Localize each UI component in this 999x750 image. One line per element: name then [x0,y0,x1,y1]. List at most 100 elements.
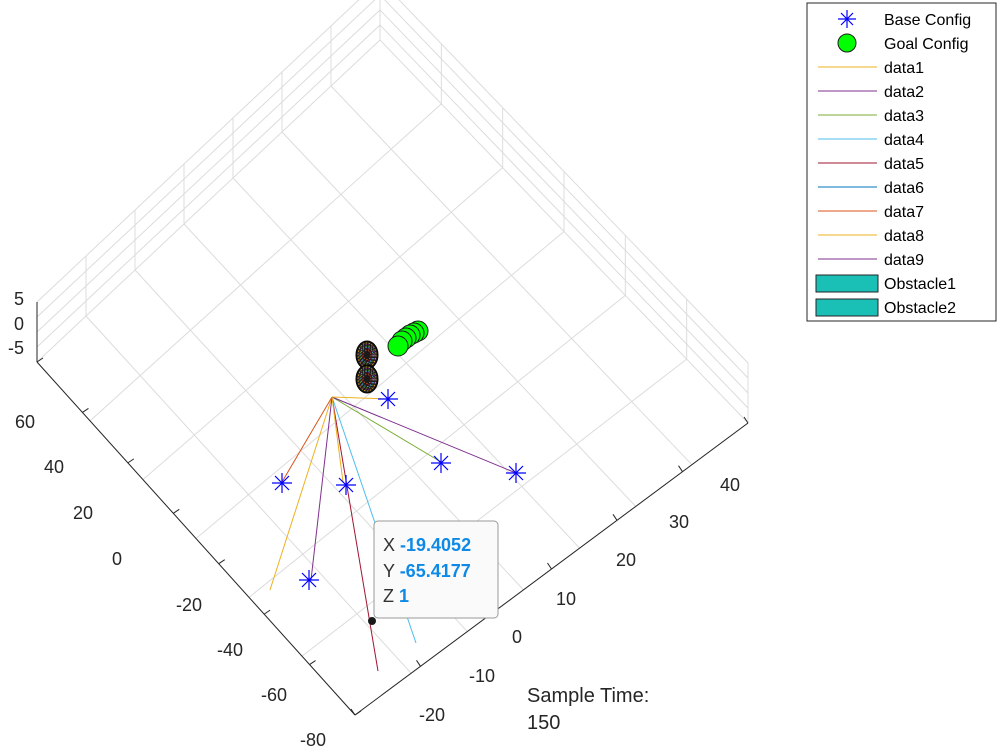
obstacle2-shape [355,364,379,394]
x-tick-mark [678,465,683,472]
legend-label: data7 [884,204,924,221]
legend-label: data6 [884,180,924,197]
legend-entry-data9[interactable]: data9 [818,252,924,269]
base-marker [378,389,398,409]
x-axis-ticks: -20 -10 0 10 20 30 40 [350,416,749,725]
y-tick-label: -60 [261,685,287,705]
series-line-data1 [269,396,333,591]
legend-entry-data6[interactable]: data6 [818,180,924,197]
legend-patch-swatch [815,274,879,293]
z-tick-label: 0 [14,314,24,334]
legend-entry-data1[interactable]: data1 [818,60,924,77]
obstacle1-shape [355,340,379,370]
x-tick-label: 20 [616,550,636,570]
datatip-point[interactable] [368,617,376,625]
datatip-box[interactable] [373,520,499,619]
y-tick-label: -80 [300,730,326,750]
y-tick-mark [354,710,362,716]
y-tick-label: 0 [112,549,122,569]
legend-asterisk-icon [838,10,856,28]
legend-entry-data7[interactable]: data7 [818,204,924,221]
grid-line [36,0,360,303]
series-line-data7 [331,396,344,483]
x-tick-label: -20 [419,705,445,725]
legend-label: Obstacle1 [884,276,956,293]
series-line-data3 [331,396,442,463]
legend-entry-base-config[interactable]: Base Config [838,10,971,29]
y-tick-label: 40 [44,457,64,477]
sample-time-value: 150 [527,712,560,734]
x-tick-mark [547,562,552,570]
sample-time-annotation: Sample Time: 150 [527,685,649,734]
sample-time-label: Sample Time: [527,685,649,707]
y-tick-mark [127,458,135,464]
z-tick-label: -5 [8,338,24,358]
legend-label: data5 [884,156,924,173]
y-tick-label: -40 [217,640,243,660]
grid-line [195,231,565,539]
datatip-row: Y -65.4177 [383,561,471,581]
y-tick-mark [309,660,316,665]
grid-line [248,294,626,598]
series-line-data6 [281,396,333,483]
datatip[interactable]: X -19.4052 Y -65.4177 Z 1 [368,520,499,625]
legend-entry-data3[interactable]: data3 [818,108,924,125]
z-tick-label: 5 [14,289,24,309]
x-tick-label: 40 [720,475,740,495]
y-tick-label: 20 [73,503,93,523]
y-tick-mark [173,508,180,514]
y-tick-label: -20 [176,595,202,615]
y-tick-mark [263,609,271,615]
grid-line [398,0,749,364]
base-marker [431,453,451,473]
x-tick-mark [416,660,421,667]
grid-line [142,167,503,481]
x-tick-label: 30 [669,512,689,532]
grid-line [301,358,687,657]
x-tick-label: 10 [556,589,576,609]
legend-entry-goal-config[interactable]: Goal Config [837,33,969,53]
legend-entry-obstacle1[interactable]: Obstacle1 [815,274,956,293]
y-tick-mark [218,559,225,565]
legend-label: data2 [884,84,924,101]
series-line-data8 [331,396,517,474]
y-tick-mark [36,357,44,363]
legend-label: data9 [884,252,924,269]
goal-markers [387,320,429,357]
legend-box [806,2,997,322]
legend-patch-swatch [815,298,879,317]
legend-entry-obstacle2[interactable]: Obstacle2 [815,298,956,317]
base-marker [336,475,356,495]
series-line-data5 [331,396,379,672]
datatip-row: Z 1 [383,586,409,606]
x-tick-mark [612,514,618,521]
grid-line [36,0,749,379]
x-tick-mark [743,416,749,424]
base-marker [272,473,292,493]
legend-label: data4 [884,132,924,149]
base-marker [299,570,319,590]
legend-entry-data5[interactable]: data5 [818,156,924,173]
goal-marker [387,335,409,357]
x-tick-label: -10 [469,666,495,686]
legend-entry-data2[interactable]: data2 [818,84,924,101]
legend-label: Goal Config [884,36,969,53]
series-line-data2 [310,396,333,581]
y-tick-label: 60 [15,412,35,432]
datatip-row: X -19.4052 [383,535,471,555]
legend-label: data8 [884,228,924,245]
y-axis-line [36,361,356,716]
legend-entry-data4[interactable]: data4 [818,132,924,149]
legend-label: data1 [884,60,924,77]
z-axis-ticks: 5 0 -5 [8,289,24,358]
legend-circle-icon [837,33,857,53]
grid-line [36,39,381,363]
legend-label: data3 [884,108,924,125]
legend[interactable]: Base Config Goal Config data1 data2 data3 dat… [806,2,997,322]
axes-grid [36,0,749,716]
base-markers [272,389,526,590]
legend-label: Obstacle2 [884,300,956,317]
legend-entry-data8[interactable]: data8 [818,228,924,245]
grid-line [36,9,749,394]
